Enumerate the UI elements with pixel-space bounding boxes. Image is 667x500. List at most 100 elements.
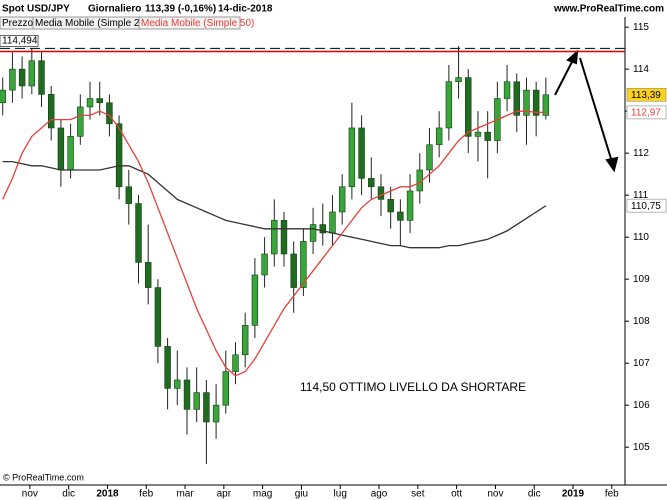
arrow-up [554, 57, 575, 96]
candle-body [358, 127, 365, 179]
x-tick-label: set [411, 489, 425, 500]
x-tick-label: dic [528, 489, 541, 500]
arrow-down [579, 57, 613, 163]
candle-body [290, 253, 297, 288]
candle-body [174, 379, 181, 389]
candle-body [125, 186, 133, 204]
x-tick-label: mar [176, 489, 194, 500]
candle-body [0, 89, 6, 104]
price-label-box [626, 105, 667, 120]
x-tick-label: 2018 [96, 489, 119, 500]
candle-body [9, 68, 16, 91]
y-tick-label: 112 [633, 148, 649, 159]
x-tick-label: mag [253, 489, 272, 500]
date: 14-dic-2018 [218, 4, 273, 15]
candle-body [329, 211, 336, 234]
x-tick-label: giu [295, 489, 308, 500]
candle-body [426, 144, 433, 171]
candle-body [338, 186, 346, 213]
y-tick-label: 106 [633, 400, 650, 411]
candle-body [377, 186, 385, 200]
candle-body [203, 392, 210, 423]
candle-body [309, 224, 317, 242]
arrows [554, 49, 619, 173]
y-tick-label: 109 [633, 274, 650, 285]
candle-body [503, 81, 511, 99]
x-tick-label: dic [62, 489, 75, 500]
x-tick-label: nov [22, 489, 38, 500]
candle-body [18, 68, 26, 87]
candle-body [28, 60, 36, 87]
candle-body [513, 81, 520, 116]
candle-body [542, 94, 550, 116]
legend-ma50: Media Mobile (Simple 50) [141, 18, 254, 29]
candle-body [241, 325, 249, 356]
y-tick-label: 105 [633, 442, 650, 453]
x-tick-label: lug [334, 489, 347, 500]
y-tick-label: 107 [633, 358, 650, 369]
legend-box [138, 16, 241, 30]
y-tick-label: 111 [633, 190, 649, 201]
price-label-box [626, 198, 667, 213]
candle-body [86, 98, 94, 108]
candle-body [271, 220, 278, 255]
candle-body [484, 131, 491, 141]
price-label: 110,75 [631, 201, 661, 212]
candle-body [115, 123, 123, 188]
moving-average [2, 160, 547, 249]
candle-body [261, 253, 268, 276]
x-tick-label: ott [451, 489, 462, 500]
candle-body [232, 354, 239, 372]
candle-body [445, 81, 453, 129]
x-tick-label: nov [487, 489, 503, 500]
candle-body [212, 404, 220, 423]
site: www.ProRealTime.com [553, 4, 664, 15]
candle-body [106, 102, 113, 125]
y-tick-label: 115 [633, 22, 649, 33]
candle-body [300, 241, 307, 288]
candle-body [435, 127, 443, 146]
arrowhead [566, 49, 579, 65]
legend-ma200: Media Mobile (Simple 200) [35, 18, 154, 29]
candle-body [455, 77, 462, 83]
x-tick-label: feb [139, 489, 153, 500]
candle-body [164, 346, 171, 389]
x-tick-label: feb [605, 489, 619, 500]
x-tick-label: apr [217, 489, 232, 500]
moving-average [2, 110, 546, 377]
candle-body [532, 89, 540, 116]
period: Giornaliero [88, 4, 141, 15]
candle-body [523, 89, 530, 116]
candle-body [348, 127, 356, 188]
candle-body [465, 77, 472, 137]
arrowhead [605, 156, 619, 173]
price-label-box [626, 87, 667, 102]
x-tick-label: 2019 [562, 489, 585, 500]
candle-body [222, 371, 230, 406]
footer: © ProRealTime.com [3, 472, 84, 482]
y-tick-label: 110 [633, 232, 649, 243]
candle-body [135, 203, 142, 263]
candle-body [193, 392, 200, 410]
candle-body [319, 224, 326, 234]
candle-body [397, 211, 404, 221]
candle-body [406, 190, 414, 221]
candle-body [368, 178, 375, 188]
candle-body [38, 60, 45, 95]
candle-body [96, 98, 103, 104]
candle-body [251, 274, 259, 326]
level-label-box [0, 35, 39, 47]
price-label: 112,97 [631, 108, 661, 119]
y-tick-label: 114 [633, 64, 649, 75]
candle-body [154, 287, 162, 347]
y-tick-label: 108 [633, 316, 650, 327]
candle-body [48, 94, 55, 129]
candle-body [77, 106, 84, 137]
instrument: Spot USD/JPY [2, 4, 70, 15]
candle-body [57, 127, 65, 171]
price-label: 113,39 [631, 90, 661, 101]
candle-body [67, 136, 74, 171]
legend-price: Prezzo [2, 18, 34, 29]
